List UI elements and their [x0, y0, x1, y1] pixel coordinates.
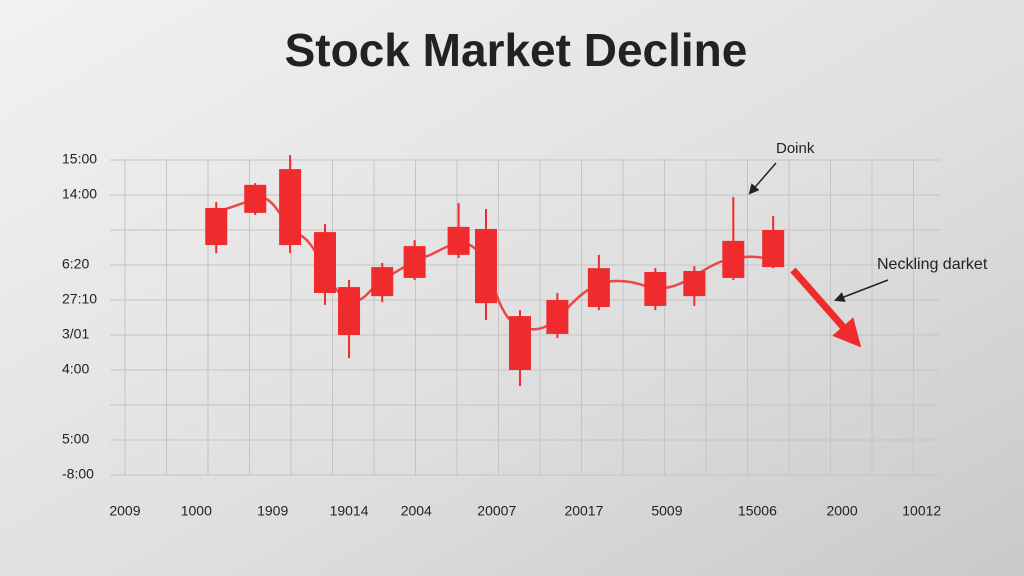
- y-tick-label: 14:00: [62, 186, 97, 202]
- candle-body: [509, 316, 532, 370]
- candle-body: [313, 232, 336, 293]
- y-tick-label: 3/01: [62, 326, 89, 342]
- candle-body: [205, 207, 228, 246]
- x-tick-label: 1000: [181, 503, 212, 519]
- annotation-arrow: [834, 279, 889, 302]
- x-tick-label: 5009: [651, 503, 682, 519]
- x-tick-label: 2009: [109, 503, 140, 519]
- y-tick-label: 4:00: [62, 361, 89, 377]
- x-tick-label: 10012: [902, 503, 941, 519]
- y-tick-label: 15:00: [62, 151, 97, 167]
- x-tick-label: 19014: [330, 503, 369, 519]
- candle-body: [403, 246, 426, 278]
- candle-body: [762, 230, 785, 268]
- candle-body: [546, 300, 569, 334]
- candle-body: [683, 270, 706, 297]
- candle-body: [338, 287, 361, 335]
- candle-body: [474, 228, 497, 304]
- candle-body: [371, 267, 394, 297]
- candle-body: [279, 169, 302, 246]
- x-tick-label: 15006: [738, 503, 777, 519]
- candle-body: [644, 272, 667, 306]
- x-tick-label: 20017: [564, 503, 603, 519]
- candle-body: [722, 240, 745, 278]
- y-tick-label: 5:00: [62, 431, 89, 447]
- x-tick-label: 2000: [826, 503, 857, 519]
- candle-body: [587, 268, 610, 307]
- chart-title: Stock Market Decline: [285, 24, 748, 76]
- y-tick-label: -8:00: [62, 466, 94, 482]
- x-tick-label: 2004: [401, 503, 432, 519]
- candle-body: [447, 226, 470, 255]
- y-tick-label: 27:10: [62, 291, 97, 307]
- decline-arrow: [790, 267, 862, 348]
- annotation-arrow: [748, 162, 777, 195]
- candle-body: [244, 184, 267, 213]
- x-tick-label: 1909: [257, 503, 288, 519]
- x-tick-label: 20007: [477, 503, 516, 519]
- annotation: Doink: [776, 140, 815, 157]
- annotation: Neckling darket: [877, 256, 988, 273]
- y-tick-label: 6:20: [62, 256, 89, 272]
